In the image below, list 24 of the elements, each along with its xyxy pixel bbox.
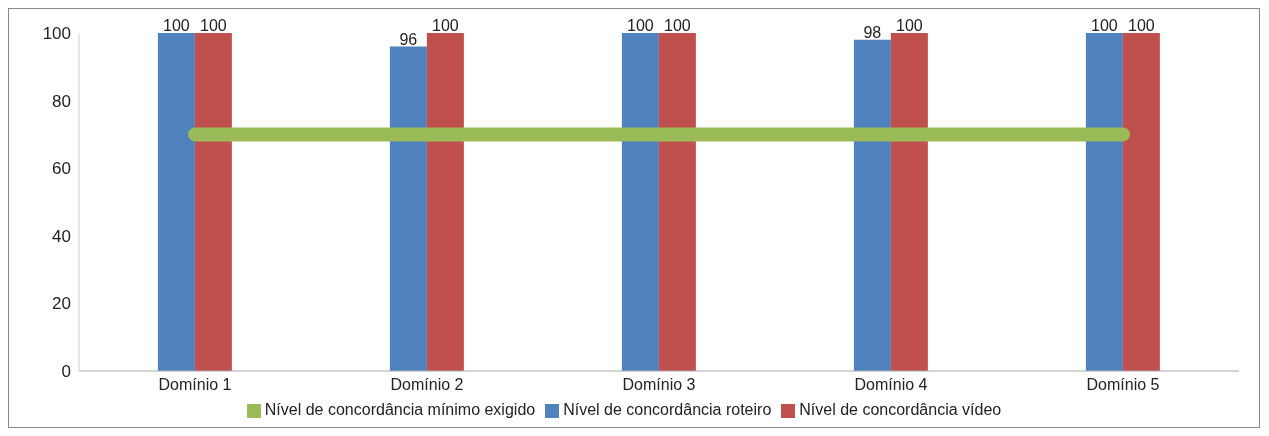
y-tick-label: 0 — [61, 362, 71, 382]
x-tick-label: Domínio 3 — [622, 376, 696, 394]
legend-label: Nível de concordância mínimo exigido — [264, 401, 536, 418]
y-tick-label: 60 — [52, 159, 71, 179]
y-tick-label: 40 — [52, 226, 71, 246]
y-tick-label: 20 — [52, 294, 71, 314]
x-tick-label: Domínio 5 — [1086, 376, 1160, 394]
data-label: 100 — [200, 17, 227, 34]
data-label: 98 — [863, 23, 882, 41]
data-label: 100 — [627, 17, 654, 34]
data-label: 100 — [432, 17, 459, 34]
x-tick-label: Domínio 1 — [158, 376, 232, 394]
y-tick-label: 100 — [42, 24, 71, 44]
y-tick-label: 80 — [52, 91, 71, 111]
x-tick-label: Domínio 4 — [854, 376, 928, 394]
data-label: 96 — [399, 30, 418, 48]
x-tick-label: Domínio 2 — [390, 376, 464, 394]
data-label: 100 — [664, 17, 691, 34]
data-label: 100 — [163, 17, 190, 34]
legend-label: Nível de concordância roteiro — [563, 401, 772, 418]
legend-label: Nível de concordância vídeo — [799, 401, 1002, 418]
data-label: 100 — [1091, 17, 1118, 34]
data-label: 100 — [1128, 17, 1155, 34]
data-label: 100 — [896, 17, 923, 34]
